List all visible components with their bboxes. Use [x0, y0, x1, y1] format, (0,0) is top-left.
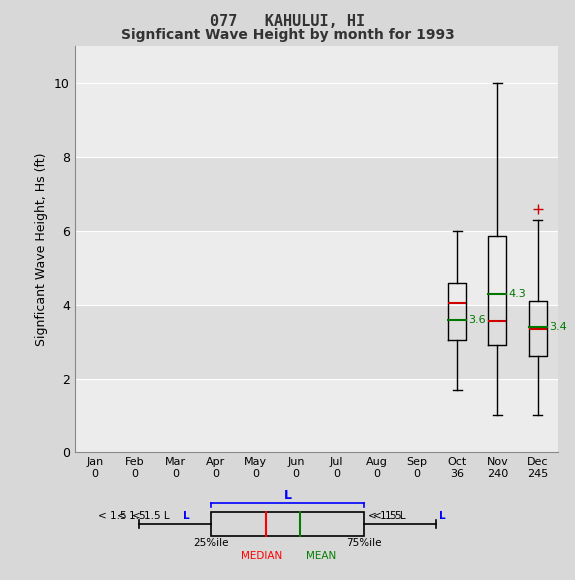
Text: 25%ile: 25%ile: [193, 538, 229, 548]
Text: < 1.5: < 1.5: [117, 510, 149, 521]
Bar: [75, 157, 558, 231]
Text: < 1.5: < 1.5: [373, 510, 404, 521]
Bar: [211, 512, 364, 536]
Text: < 1.5 L: < 1.5 L: [369, 512, 406, 521]
Text: L: L: [283, 489, 292, 502]
Text: Signficant Wave Height by month for 1993: Signficant Wave Height by month for 1993: [121, 28, 454, 42]
Text: 4.3: 4.3: [508, 289, 526, 299]
Y-axis label: Signficant Wave Height, Hs (ft): Signficant Wave Height, Hs (ft): [36, 153, 48, 346]
Text: L: L: [439, 510, 445, 521]
Text: < 1.5: < 1.5: [98, 510, 130, 521]
Text: 3.4: 3.4: [549, 322, 566, 332]
Text: MEAN: MEAN: [306, 550, 337, 560]
Text: 75%ile: 75%ile: [346, 538, 382, 548]
Bar: [75, 379, 558, 452]
Bar: [75, 84, 558, 157]
Text: 3.6: 3.6: [468, 314, 486, 325]
Bar: [75, 304, 558, 379]
Text: < 1.5 L: < 1.5 L: [132, 512, 170, 521]
Text: MEDIAN: MEDIAN: [242, 550, 282, 560]
Text: 077   KAHULUI, HI: 077 KAHULUI, HI: [210, 14, 365, 30]
Text: L: L: [183, 510, 190, 521]
Bar: [75, 231, 558, 304]
